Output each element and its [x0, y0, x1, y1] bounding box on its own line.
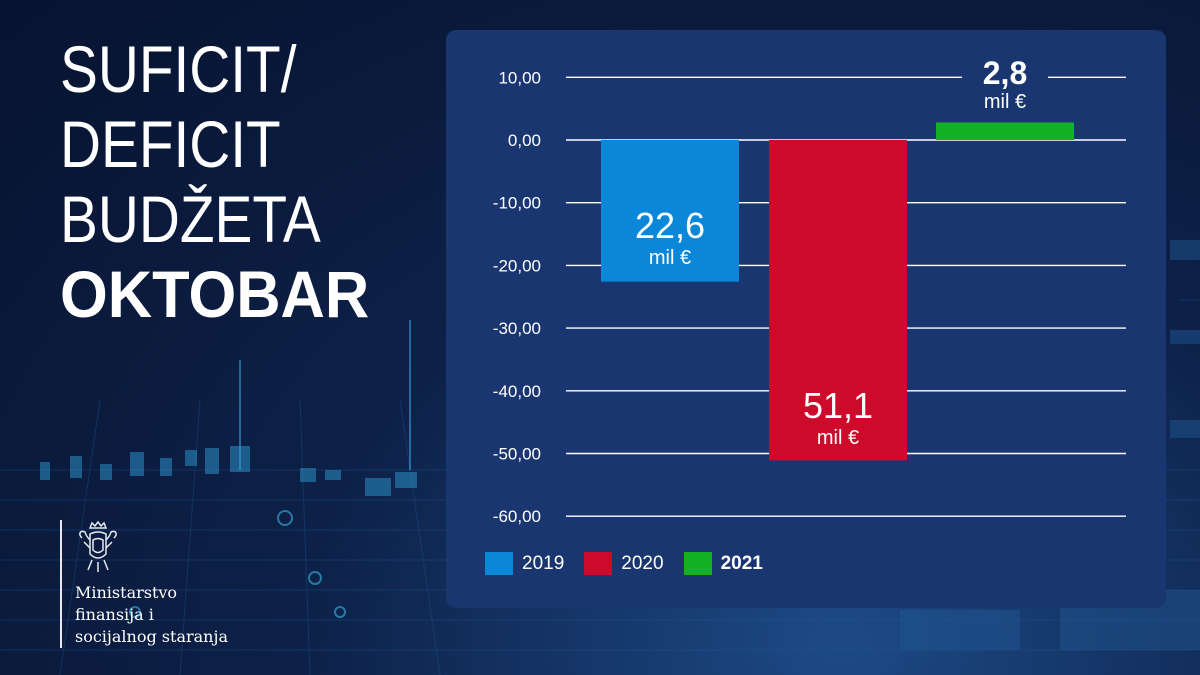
bar-2020	[769, 140, 907, 461]
bar-2019	[601, 140, 739, 282]
headline: SUFICIT/ DEFICIT BUDŽETA OKTOBAR	[60, 36, 392, 336]
data-label-value-2020: 51,1	[803, 385, 873, 426]
ministry-line-3: socijalnog staranja	[75, 627, 228, 646]
data-label-value-2019: 22,6	[635, 205, 705, 246]
ministry-line-2: finansija i	[75, 605, 154, 624]
ministry-line-1: Ministarstvo	[75, 583, 178, 602]
y-tick-label: 10,00	[498, 68, 541, 87]
legend-item-2020: 2020	[584, 552, 664, 575]
y-tick-label: -10,00	[493, 194, 541, 213]
chart-legend: 2019 2020 2021	[485, 552, 783, 575]
data-label-unit-2021: mil €	[984, 91, 1026, 113]
headline-line-4: OKTOBAR	[60, 257, 370, 331]
coat-of-arms-icon	[79, 520, 117, 572]
logo-divider	[60, 520, 62, 648]
legend-item-2019: 2019	[485, 552, 564, 575]
legend-swatch-2021	[683, 552, 712, 575]
headline-line-1: SUFICIT/	[60, 32, 297, 106]
legend-label-2020: 2020	[621, 552, 664, 574]
bar-2021	[936, 122, 1074, 140]
data-label-bg-2021	[962, 56, 1048, 114]
legend-swatch-2019	[485, 552, 513, 575]
y-tick-label: 0,00	[508, 131, 541, 150]
y-tick-label: -50,00	[493, 445, 541, 464]
legend-swatch-2020	[584, 552, 613, 575]
y-tick-label: -60,00	[493, 507, 541, 526]
data-label-value-2021: 2,8	[983, 55, 1027, 91]
legend-item-2021: 2021	[683, 552, 763, 575]
data-label-unit-2019: mil €	[649, 247, 691, 269]
legend-label-2021: 2021	[720, 552, 763, 574]
data-label-unit-2020: mil €	[817, 427, 859, 449]
legend-label-2019: 2019	[522, 552, 565, 574]
y-tick-label: -30,00	[493, 319, 541, 338]
headline-line-3: BUDŽETA	[60, 182, 321, 256]
y-tick-label: -20,00	[493, 256, 541, 275]
ministry-logo: Ministarstvo finansija i socijalnog star…	[60, 520, 280, 660]
headline-line-2: DEFICIT	[60, 107, 281, 181]
ministry-name: Ministarstvo finansija i socijalnog star…	[75, 582, 228, 648]
y-tick-label: -40,00	[493, 382, 541, 401]
